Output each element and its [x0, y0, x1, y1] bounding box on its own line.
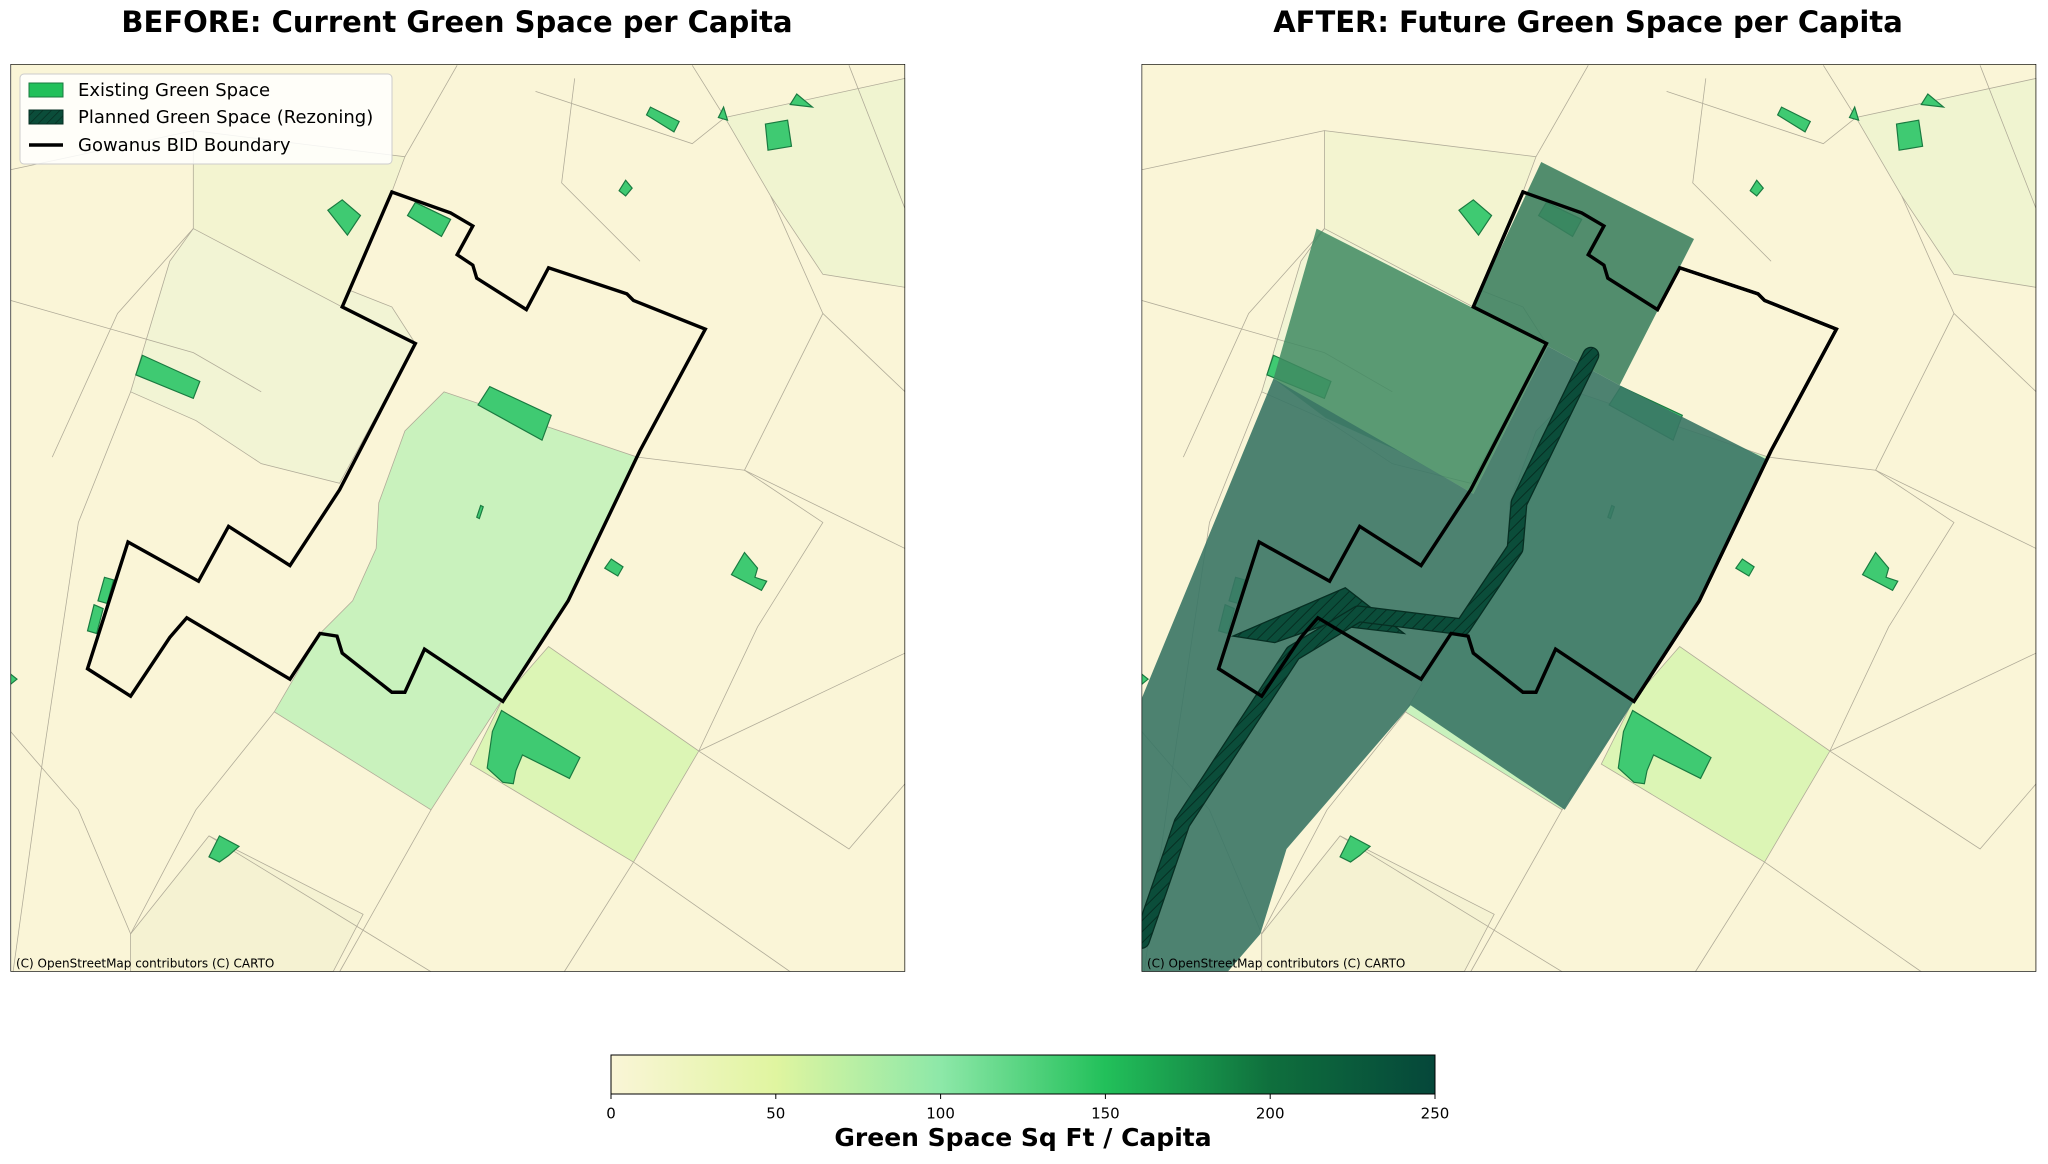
- colorbar-tick-label: 250: [1421, 1105, 1450, 1123]
- colorbar-tick-label: 50: [766, 1105, 785, 1123]
- colorbar-tick-label: 150: [1091, 1105, 1120, 1123]
- legend: Existing Green Space Planned Green Space…: [19, 73, 393, 165]
- panel-title: BEFORE: Current Green Space per Capita: [121, 5, 792, 39]
- map-after: [1141, 63, 2037, 972]
- attribution: (C) OpenStreetMap contributors (C) CARTO: [1147, 957, 1405, 971]
- legend-entry: Planned Green Space (Rezoning): [78, 107, 373, 128]
- colorbar-tick-label: 100: [926, 1105, 955, 1123]
- legend-entry: Gowanus BID Boundary: [78, 135, 291, 156]
- panel-title: AFTER: Future Green Space per Capita: [1273, 5, 1903, 39]
- colorbar-tick-label: 200: [1256, 1105, 1285, 1123]
- colorbar: Green Space Sq Ft / Capita 0 50 100 150 200 2…: [606, 1054, 1450, 1152]
- attribution: (C) OpenStreetMap contributors (C) CARTO: [16, 957, 274, 971]
- legend-entry: Existing Green Space: [78, 80, 270, 101]
- colorbar-tick-label: 0: [606, 1105, 616, 1123]
- map-panels: [10, 63, 2037, 972]
- legend-swatch: [28, 109, 64, 125]
- map-before: [10, 63, 906, 972]
- colorbar-scale: [610, 1054, 1436, 1095]
- legend-swatch: [28, 82, 64, 98]
- colorbar-label: Green Space Sq Ft / Capita: [834, 1123, 1211, 1152]
